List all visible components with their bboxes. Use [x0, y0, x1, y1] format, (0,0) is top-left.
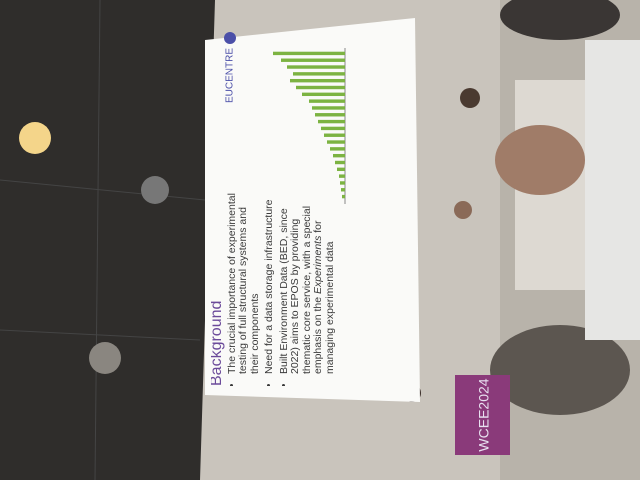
logo-mark: [224, 32, 236, 44]
speaker: [89, 342, 121, 374]
lamp: [19, 122, 51, 154]
logo: EUCENTRE: [225, 48, 236, 103]
slide-bar: [281, 58, 345, 62]
slide-bar: [293, 72, 345, 76]
slide-bar: [318, 119, 345, 124]
slide-bar: [333, 153, 345, 158]
wall-seam: [94, 0, 101, 480]
banner-bg: [455, 375, 510, 455]
bullet: Built Environment Data (BED, since 2022)…: [278, 186, 337, 374]
slide-text-box: Background The crucial importance of exp…: [211, 186, 401, 386]
slide-bar: [273, 51, 345, 56]
banner: WCEE2024: [455, 375, 510, 455]
slide-bar: [335, 160, 345, 165]
panelist: [454, 201, 472, 219]
slide-text: Background The crucial importance of exp…: [211, 186, 336, 386]
wall-seam: [0, 329, 201, 341]
slide-bar: [341, 188, 345, 192]
slide-bar: [337, 167, 345, 172]
slide-bar: [315, 113, 345, 117]
slide: [205, 18, 420, 402]
panelist: [460, 88, 480, 108]
bullet: The crucial importance of experimental t…: [226, 186, 262, 374]
slide-bar: [287, 65, 345, 69]
slide-bar: [321, 126, 345, 131]
slide-bar: [340, 181, 345, 185]
slide-title: Background: [211, 300, 225, 386]
slide-bar: [330, 147, 345, 151]
slide-bar: [290, 78, 345, 83]
audience-head: [495, 125, 585, 195]
bullet-emphasis: Experiments: [312, 235, 324, 295]
audience-shirt: [585, 40, 640, 340]
slide-bar: [342, 194, 345, 199]
speaker: [141, 176, 169, 204]
slide-bar: [312, 106, 345, 110]
bullet: Need for a data storage infrastructure: [263, 186, 276, 374]
wall-seam: [0, 179, 206, 201]
slide-content: Background The crucial importance of exp…: [211, 32, 401, 386]
slide-bar: [296, 85, 345, 90]
wall: [0, 0, 215, 480]
slide-bar: [327, 140, 345, 144]
slide-bar: [302, 92, 345, 97]
bullet-list: The crucial importance of experimental t…: [226, 186, 337, 386]
slide-bar: [324, 133, 345, 137]
slide-bar: [339, 174, 345, 178]
audience-head: [500, 0, 620, 40]
slide-bar: [309, 99, 345, 103]
banner-text: WCEE2024: [476, 378, 492, 451]
audience-head: [490, 325, 630, 415]
